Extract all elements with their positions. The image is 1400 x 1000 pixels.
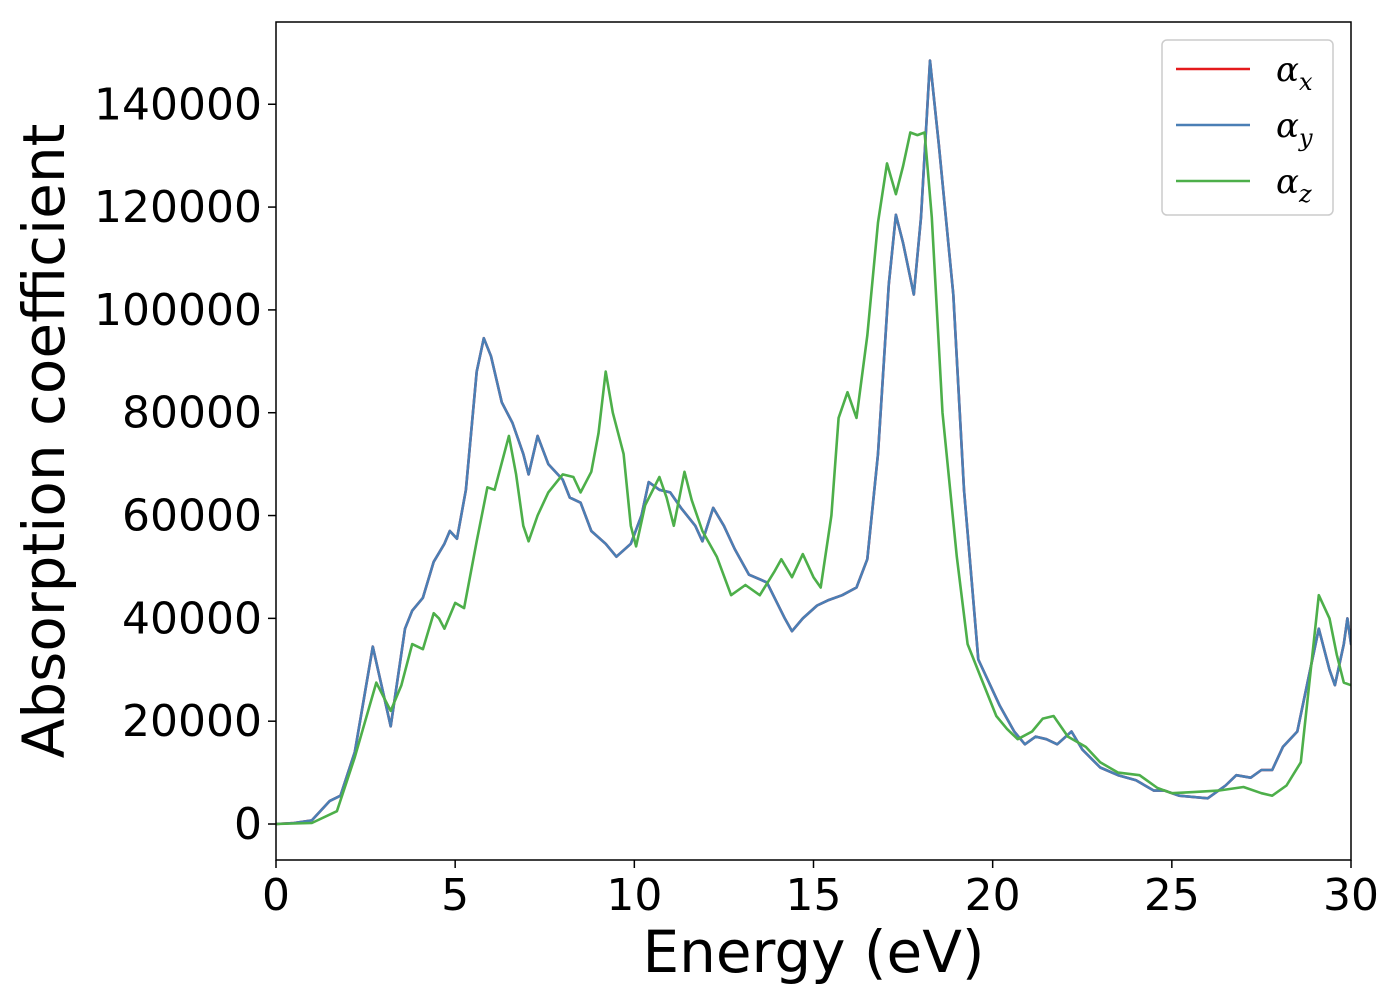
x-tick-label: 30 xyxy=(1323,870,1379,921)
x-axis: 0 5 10 15 20 25 30 xyxy=(262,860,1379,921)
y-tick-label: 40000 xyxy=(122,593,262,644)
legend-box xyxy=(1161,39,1334,216)
x-tick-label: 25 xyxy=(1144,870,1200,921)
y-tick-label: 0 xyxy=(234,799,262,850)
y-axis-title: Absorption coefficient xyxy=(10,124,78,759)
y-tick-label: 140000 xyxy=(94,79,262,130)
x-tick-label: 0 xyxy=(262,870,290,921)
y-tick-label: 80000 xyxy=(122,388,262,439)
x-tick-label: 5 xyxy=(441,870,469,921)
y-tick-label: 100000 xyxy=(94,285,262,336)
x-tick-label: 20 xyxy=(965,870,1021,921)
legend-label-alpha-x: αx xyxy=(1276,50,1313,96)
legend-label-alpha-y: αy xyxy=(1276,106,1313,152)
legend-label-alpha-z: αz xyxy=(1276,162,1312,208)
y-tick-label: 20000 xyxy=(122,696,262,747)
x-axis-title: Energy (eV) xyxy=(642,918,984,986)
legend: αx αy αz xyxy=(1161,39,1334,216)
y-axis: 0 20000 40000 60000 80000 100000 120000 140000 xyxy=(94,79,276,850)
x-tick-label: 10 xyxy=(606,870,662,921)
x-tick-label: 15 xyxy=(786,870,842,921)
series-line-alpha-z xyxy=(276,131,1351,826)
y-tick-label: 120000 xyxy=(94,182,262,233)
series-line-alpha-y xyxy=(276,59,1351,826)
y-tick-label: 60000 xyxy=(122,491,262,542)
plot-area xyxy=(276,59,1351,826)
